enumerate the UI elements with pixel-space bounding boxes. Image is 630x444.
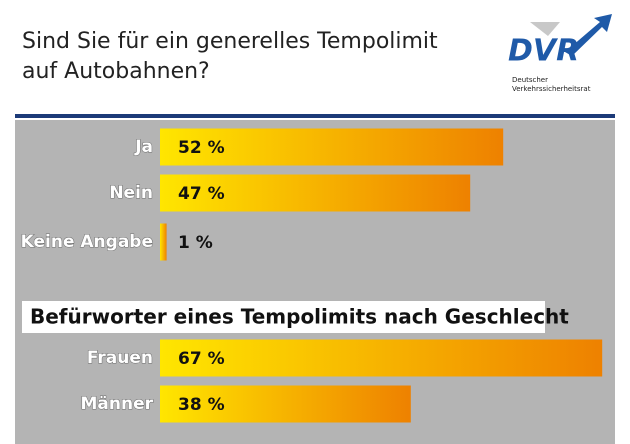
value-label: 47 %: [178, 184, 225, 204]
category-label: Ja: [134, 137, 153, 157]
bar: [160, 128, 504, 166]
value-label: 52 %: [178, 138, 225, 158]
title-line: Sind Sie für ein generelles Tempolimit: [22, 29, 438, 54]
chart-subtitle: Befürworter eines Tempolimits nach Gesch…: [30, 305, 569, 329]
logo: DVR Deutscher Verkehrssicherheitsrat: [508, 14, 612, 93]
logo-shape: [530, 22, 560, 36]
logo-arrow: [565, 14, 612, 56]
category-label: Frauen: [87, 348, 153, 368]
title-line: auf Autobahnen?: [22, 59, 210, 84]
bar: [160, 339, 603, 377]
logo-subtitle: Verkehrssicherheitsrat: [512, 85, 591, 93]
bar: [160, 174, 471, 212]
logo-subtitle: Deutscher: [512, 76, 548, 84]
subtitle-box: [22, 301, 545, 333]
bar: [160, 223, 167, 261]
bar: [160, 385, 411, 423]
category-label: Männer: [80, 394, 153, 414]
value-label: 1 %: [178, 233, 213, 253]
value-label: 38 %: [178, 395, 225, 415]
value-label: 67 %: [178, 349, 225, 369]
category-label: Nein: [109, 183, 153, 203]
category-label: Keine Angabe: [21, 232, 153, 252]
logo-text: DVR: [508, 34, 579, 69]
divider: [15, 114, 615, 118]
